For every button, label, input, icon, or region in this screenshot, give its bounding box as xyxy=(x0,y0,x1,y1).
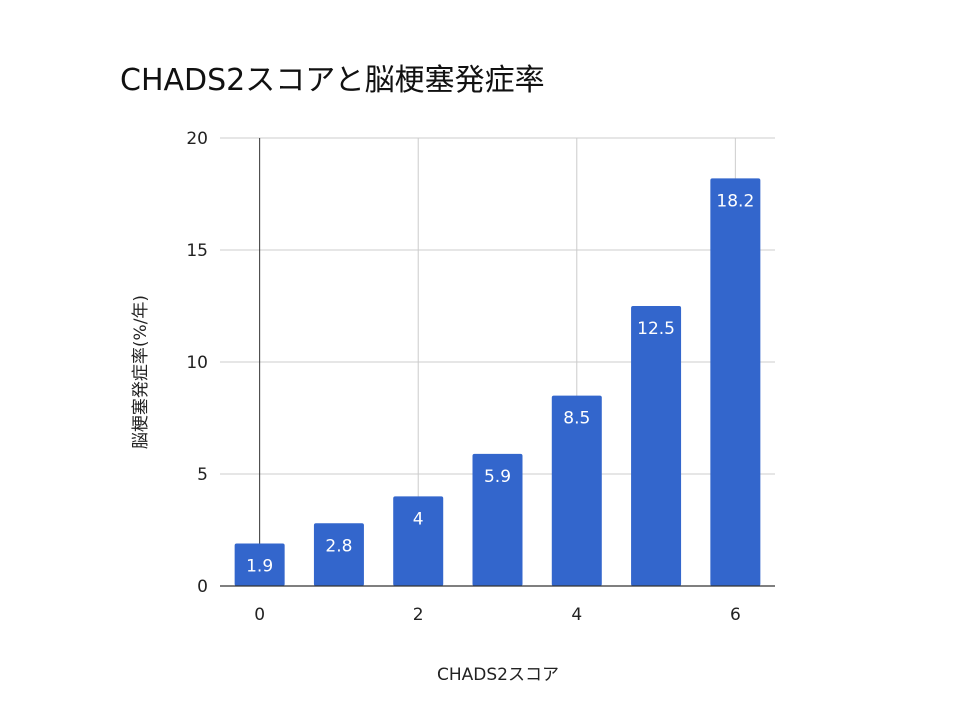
bar-value-label: 1.9 xyxy=(246,556,273,576)
chart-title: CHADS2スコアと脳梗塞発症率 xyxy=(120,63,545,98)
bars xyxy=(234,178,761,586)
data-labels: 1.9 2.8 4 5.9 8.5 12.5 18.2 xyxy=(246,191,754,576)
y-tick-label: 10 xyxy=(186,353,208,373)
y-tick-label: 20 xyxy=(186,129,208,149)
bar-value-label: 2.8 xyxy=(325,536,352,556)
bar xyxy=(710,178,761,586)
y-tick-labels: 0 5 10 15 20 xyxy=(186,129,208,597)
y-tick-label: 0 xyxy=(197,577,208,597)
x-tick-label: 2 xyxy=(413,605,424,625)
bar xyxy=(551,395,602,586)
bar-value-label: 4 xyxy=(413,509,424,529)
bar xyxy=(631,306,682,586)
bar-value-label: 5.9 xyxy=(484,467,511,487)
bar xyxy=(313,523,364,586)
bar-value-label: 18.2 xyxy=(716,191,754,211)
y-tick-label: 15 xyxy=(186,241,208,261)
y-tick-label: 5 xyxy=(197,465,208,485)
bar xyxy=(472,453,523,586)
x-tick-label: 0 xyxy=(254,605,265,625)
bar-value-label: 12.5 xyxy=(637,319,675,339)
x-axis-title: CHADS2スコア xyxy=(437,665,559,685)
bar xyxy=(393,496,444,586)
x-tick-labels: 0 2 4 6 xyxy=(254,605,741,625)
bar-value-label: 8.5 xyxy=(563,409,590,429)
y-axis-title: 脳梗塞発症率(%/年) xyxy=(131,295,151,449)
x-tick-label: 4 xyxy=(571,605,582,625)
x-tick-label: 6 xyxy=(730,605,741,625)
bar xyxy=(234,543,285,586)
